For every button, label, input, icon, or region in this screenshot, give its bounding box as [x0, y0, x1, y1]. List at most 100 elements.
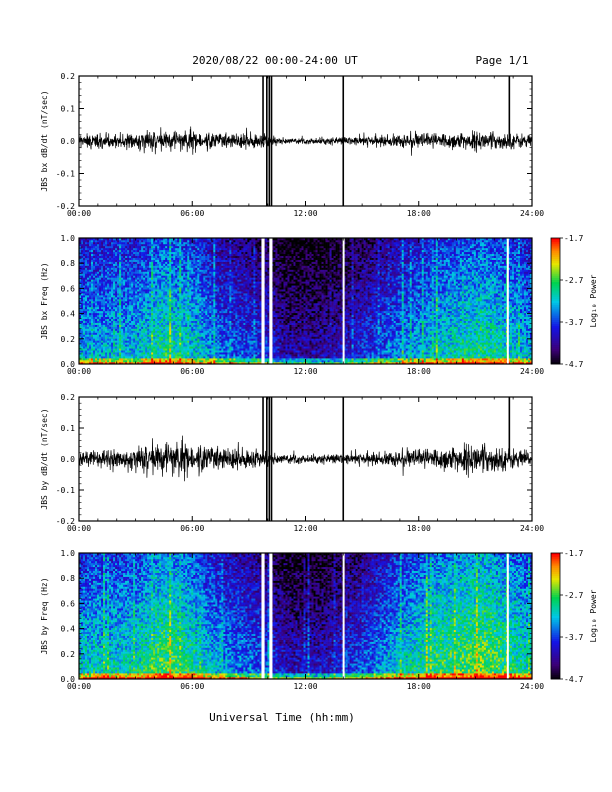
spectrogram-cell	[195, 358, 197, 360]
spectrogram-cell	[191, 281, 193, 283]
spectrogram-cell	[225, 273, 227, 275]
spectrogram-cell	[193, 268, 195, 270]
spectrogram-cell	[119, 321, 121, 323]
spectrogram-cell	[113, 303, 115, 305]
spectrogram-cell	[129, 273, 131, 275]
spectrogram-cell	[151, 323, 153, 325]
spectrogram-cell	[89, 266, 91, 268]
spectrogram-cell	[151, 297, 153, 299]
spectrogram-cell	[197, 342, 199, 344]
spectrogram-cell	[101, 360, 103, 362]
spectrogram-cell	[225, 240, 227, 242]
spectrogram-cell	[217, 287, 219, 289]
spectrogram-cell	[209, 270, 211, 272]
spectrogram-cell	[105, 275, 107, 277]
spectrogram-cell	[159, 279, 161, 281]
spectrogram-cell	[199, 356, 201, 358]
spectrogram-cell	[217, 244, 219, 246]
spectrogram-cell	[213, 285, 215, 287]
spectrogram-cell	[199, 331, 201, 333]
spectrogram-cell	[155, 285, 157, 287]
spectrogram-cell	[149, 260, 151, 262]
spectrogram-cell	[223, 244, 225, 246]
spectrogram-cell	[189, 273, 191, 275]
spectrogram-cell	[107, 285, 109, 287]
spectrogram-cell	[153, 354, 155, 356]
spectrogram-cell	[147, 346, 149, 348]
spectrogram-cell	[165, 281, 167, 283]
spectrogram-cell	[189, 264, 191, 266]
spectrogram-cell	[209, 281, 211, 283]
spectrogram-cell	[121, 248, 123, 250]
spectrogram-cell	[111, 329, 113, 331]
spectrogram-cell	[115, 315, 117, 317]
spectrogram-cell	[229, 252, 231, 254]
spectrogram-cell	[149, 360, 151, 362]
spectrogram-cell	[163, 301, 165, 303]
spectrogram-cell	[209, 268, 211, 270]
spectrogram-cell	[157, 297, 159, 299]
spectrogram-cell	[91, 270, 93, 272]
spectrogram-cell	[115, 279, 117, 281]
spectrogram-cell	[99, 281, 101, 283]
spectrogram-cell	[229, 354, 231, 356]
spectrogram-cell	[225, 313, 227, 315]
spectrogram-cell	[131, 354, 133, 356]
spectrogram-cell	[215, 260, 217, 262]
spectrogram-cell	[155, 268, 157, 270]
spectrogram-cell	[217, 240, 219, 242]
spectrogram-cell	[133, 342, 135, 344]
spectrogram-cell	[177, 242, 179, 244]
spectrogram-cell	[125, 268, 127, 270]
spectrogram-cell	[109, 307, 111, 309]
spectrogram-cell	[227, 250, 229, 252]
spectrogram-cell	[149, 325, 151, 327]
spectrogram-cell	[123, 248, 125, 250]
spectrogram-cell	[89, 258, 91, 260]
spectrogram-cell	[87, 346, 89, 348]
spectrogram-cell	[105, 291, 107, 293]
spectrogram-cell	[143, 270, 145, 272]
spectrogram-cell	[153, 303, 155, 305]
spectrogram-cell	[135, 325, 137, 327]
spectrogram-cell	[183, 305, 185, 307]
spectrogram-cell	[81, 331, 83, 333]
spectrogram-cell	[167, 285, 169, 287]
spectrogram-cell	[85, 281, 87, 283]
spectrogram-cell	[197, 307, 199, 309]
spectrogram-cell	[201, 305, 203, 307]
spectrogram-cell	[137, 273, 139, 275]
spectrogram-cell	[131, 327, 133, 329]
spectrogram-cell	[223, 305, 225, 307]
spectrogram-cell	[171, 350, 173, 352]
spectrogram-cell	[141, 281, 143, 283]
spectrogram-cell	[129, 260, 131, 262]
spectrogram-cell	[221, 240, 223, 242]
spectrogram-cell	[165, 270, 167, 272]
spectrogram-cell	[197, 240, 199, 242]
spectrogram-cell	[109, 321, 111, 323]
spectrogram-cell	[143, 256, 145, 258]
spectrogram-cell	[85, 260, 87, 262]
spectrogram-cell	[207, 321, 209, 323]
spectrogram-cell	[205, 327, 207, 329]
spectrogram-cell	[87, 297, 89, 299]
spectrogram-cell	[117, 325, 119, 327]
spectrogram-cell	[195, 333, 197, 335]
spectrogram-cell	[205, 305, 207, 307]
spectrogram-cell	[217, 289, 219, 291]
spectrogram-cell	[159, 240, 161, 242]
spectrogram-cell	[229, 340, 231, 342]
spectrogram-cell	[105, 289, 107, 291]
spectrogram-cell	[203, 250, 205, 252]
spectrogram-cell	[131, 268, 133, 270]
spectrogram-cell	[183, 242, 185, 244]
spectrogram-cell	[157, 291, 159, 293]
spectrogram-cell	[137, 252, 139, 254]
spectrogram-cell	[95, 313, 97, 315]
spectrogram-cell	[97, 348, 99, 350]
spectrogram-cell	[203, 323, 205, 325]
spectrogram-cell	[139, 325, 141, 327]
spectrogram-cell	[221, 268, 223, 270]
spectrogram-cell	[91, 303, 93, 305]
